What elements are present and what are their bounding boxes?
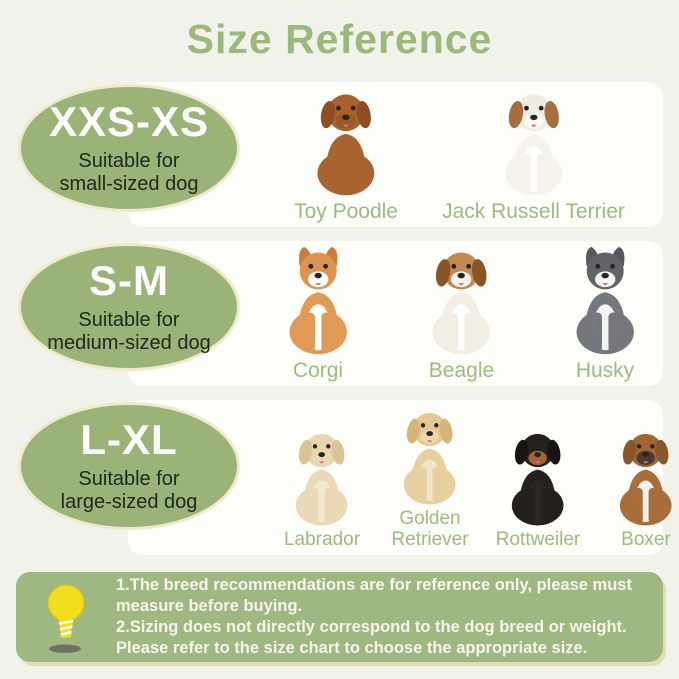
dog-label: Toy Poodle	[294, 199, 398, 223]
suitable-line: Suitable for	[78, 467, 180, 490]
dog-gallery-small: Toy Poodle Jack Russell Terrier	[250, 87, 669, 223]
golden-retriever-illustration	[388, 407, 471, 507]
dog-boxer: Boxer	[592, 405, 679, 551]
suitable-text: Suitable for medium-sized dog	[47, 309, 210, 355]
rottweiler-illustration	[496, 428, 579, 528]
dog-label: Golden Retriever	[391, 508, 469, 551]
dog-label: Boxer	[621, 529, 671, 551]
size-rows: XXS-XS Suitable for small-sized dog Toy …	[0, 82, 679, 569]
dog-label: Labrador	[283, 529, 361, 551]
size-row-l-xl: L-XL Suitable for large-sized dog Labrad…	[0, 400, 679, 555]
size-label: XXS-XS	[48, 97, 210, 145]
lightbulb-icon	[16, 577, 116, 657]
size-row-s-m: S-M Suitable for medium-sized dog Corgi …	[0, 241, 679, 386]
boxer-illustration	[604, 428, 679, 528]
dog-husky: Husky	[555, 246, 655, 382]
size-badge-xxs-xs: XXS-XS Suitable for small-sized dog	[18, 84, 240, 212]
note-line-3: 2.Sizing does not directly correspond to…	[116, 618, 627, 636]
dog-label: Rottweiler	[495, 529, 581, 551]
dog-rottweiler: Rottweiler	[484, 405, 592, 551]
dog-toy-poodle: Toy Poodle	[294, 87, 398, 223]
suitable-text: Suitable for large-sized dog	[61, 468, 198, 514]
note-line-1: 1.The breed recommendations are for refe…	[116, 576, 632, 594]
size-row-xxs-xs: XXS-XS Suitable for small-sized dog Toy …	[0, 82, 679, 227]
dog-corgi: Corgi	[268, 246, 368, 382]
corgi-illustration	[272, 246, 364, 357]
jack-russell-illustration	[488, 88, 580, 198]
beagle-illustration	[415, 246, 507, 357]
dog-gallery-large: Labrador Golden Retriever Rottweiler Box…	[250, 405, 669, 551]
size-label: S-M	[89, 256, 169, 304]
size-badge-s-m: S-M Suitable for medium-sized dog	[18, 243, 240, 371]
size-desc-line: small-sized dog	[59, 172, 199, 195]
dog-label: Jack Russell Terrier	[442, 199, 625, 223]
dog-label: Husky	[575, 358, 635, 382]
dog-golden-retriever: Golden Retriever	[376, 405, 484, 551]
note-line-4: Please refer to the size chart to choose…	[116, 639, 588, 657]
suitable-text: Suitable for small-sized dog	[60, 150, 199, 196]
dog-labrador: Labrador	[268, 405, 376, 551]
note-box: 1.The breed recommendations are for refe…	[16, 572, 663, 662]
size-desc-line: medium-sized dog	[47, 331, 211, 354]
dog-jack-russell-terrier: Jack Russell Terrier	[442, 87, 625, 223]
labrador-illustration	[280, 428, 363, 528]
size-desc-line: large-sized dog	[60, 490, 198, 513]
dog-gallery-medium: Corgi Beagle Husky	[250, 246, 669, 382]
dog-label: Beagle	[428, 358, 495, 382]
size-label: L-XL	[80, 415, 178, 463]
suitable-line: Suitable for	[78, 308, 180, 331]
page-title: Size Reference	[186, 16, 493, 62]
note-line-2: measure before buying.	[116, 597, 303, 615]
husky-illustration	[559, 246, 651, 357]
toy-poodle-illustration	[300, 88, 392, 198]
size-badge-l-xl: L-XL Suitable for large-sized dog	[18, 402, 240, 530]
dog-label: Corgi	[292, 358, 344, 382]
suitable-line: Suitable for	[78, 149, 180, 172]
note-text: 1.The breed recommendations are for refe…	[116, 575, 663, 659]
dog-beagle: Beagle	[412, 246, 512, 382]
